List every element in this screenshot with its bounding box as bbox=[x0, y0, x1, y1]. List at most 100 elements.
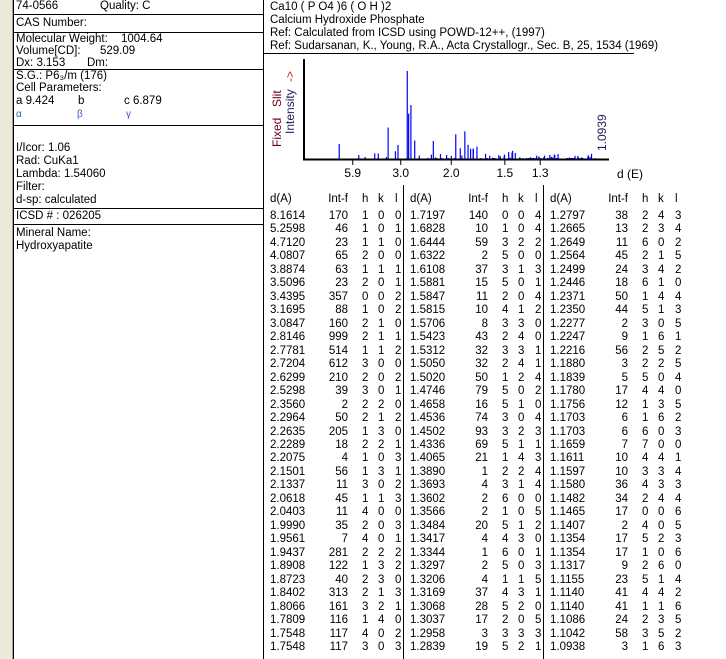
table-cell-intensity: 17 bbox=[475, 614, 488, 627]
column-header-h-index: h bbox=[502, 193, 509, 205]
experiment-section: I/Icor: 1.06 Rad: CuKa1 Lambda: 1.54060 … bbox=[14, 126, 263, 209]
ylabel-intensity: Intensity bbox=[283, 89, 297, 134]
table-cell-k-index: 2 bbox=[658, 358, 665, 371]
table-cell-intensity: 2 bbox=[481, 506, 488, 519]
table-cell-h-index: 1 bbox=[362, 263, 369, 276]
table-cell-d-spacing: 1.1140 bbox=[550, 600, 585, 613]
table-cell-l-index: 3 bbox=[395, 519, 402, 532]
cell-beta: β bbox=[77, 109, 83, 120]
table-cell-h-index: 2 bbox=[502, 331, 509, 344]
table-cell-d-spacing: 1.5050 bbox=[410, 358, 446, 371]
dm: Dm: bbox=[87, 57, 109, 69]
table-cell-h-index: 3 bbox=[502, 344, 509, 357]
table-cell-intensity: 5 bbox=[621, 371, 628, 384]
diffraction-pattern-chart: Fixed Slit Intensity -> 5.9 3.0 2.0 1.5 1.3 … bbox=[270, 59, 643, 181]
table-cell-l-index: 5 bbox=[675, 317, 682, 330]
column-header-intensity: Int-f bbox=[468, 193, 488, 205]
table-cell-k-index: 4 bbox=[658, 263, 665, 276]
table-cell-d-spacing: 1.1839 bbox=[550, 371, 586, 384]
table-cell-l-index: 6 bbox=[675, 600, 682, 613]
table-cell-h-index: 2 bbox=[502, 465, 509, 478]
table-cell-intensity: 10 bbox=[475, 223, 488, 236]
table-cell-h-index: 3 bbox=[642, 263, 649, 276]
table-cell-intensity: 65 bbox=[335, 250, 348, 263]
table-cell-d-spacing: 1.4336 bbox=[410, 438, 446, 451]
table-cell-l-index: 3 bbox=[675, 425, 682, 438]
table-cell-h-index: 0 bbox=[362, 290, 369, 303]
table-cell-k-index: 0 bbox=[518, 560, 525, 573]
x-tick-label: 1.3 bbox=[532, 166, 549, 180]
table-cell-h-index: 4 bbox=[362, 506, 369, 519]
table-cell-k-index: 2 bbox=[518, 641, 525, 654]
table-cell-k-index: 1 bbox=[518, 398, 525, 411]
table-cell-l-index: 1 bbox=[395, 533, 402, 546]
table-cell-intensity: 35 bbox=[335, 519, 348, 532]
table-cell-h-index: 4 bbox=[642, 587, 649, 600]
table-cell-h-index: 2 bbox=[502, 358, 509, 371]
table-cell-k-index: 1 bbox=[518, 304, 525, 317]
table-cell-d-spacing: 1.7548 bbox=[270, 627, 306, 640]
pdf-number: 74-0566 bbox=[16, 0, 59, 12]
table-cell-k-index: 1 bbox=[658, 573, 665, 586]
table-cell-l-index: 5 bbox=[675, 614, 682, 627]
table-cell-d-spacing: 1.1042 bbox=[550, 627, 586, 640]
cell-label: Cell Parameters: bbox=[16, 82, 102, 94]
table-cell-intensity: 357 bbox=[328, 290, 348, 303]
table-cell-intensity: 23 bbox=[615, 573, 628, 586]
table-cell-intensity: 16 bbox=[475, 398, 488, 411]
table-cell-l-index: 0 bbox=[395, 236, 402, 249]
table-cell-h-index: 2 bbox=[642, 223, 649, 236]
table-cell-d-spacing: 2.8146 bbox=[270, 331, 306, 344]
table-cell-d-spacing: 1.6108 bbox=[410, 263, 446, 276]
table-cell-h-index: 2 bbox=[362, 587, 369, 600]
table-cell-k-index: 1 bbox=[658, 277, 665, 290]
table-cell-l-index: 0 bbox=[675, 560, 682, 573]
table-cell-l-index: 6 bbox=[675, 506, 682, 519]
table-cell-intensity: 7 bbox=[341, 533, 348, 546]
table-cell-l-index: 1 bbox=[395, 600, 402, 613]
column-header-l-index: l bbox=[535, 193, 538, 205]
table-cell-d-spacing: 3.0847 bbox=[270, 317, 306, 330]
radiation: Rad: CuKa1 bbox=[16, 155, 79, 167]
table-cell-h-index: 7 bbox=[642, 438, 649, 451]
table-cell-intensity: 28 bbox=[475, 600, 488, 613]
table-cell-intensity: 4 bbox=[481, 479, 488, 492]
table-cell-intensity: 15 bbox=[475, 277, 488, 290]
column-header-d-spacing: d(A) bbox=[410, 193, 432, 205]
table-cell-k-index: 2 bbox=[518, 425, 525, 438]
table-cell-h-index: 3 bbox=[502, 317, 509, 330]
table-cell-intensity: 10 bbox=[615, 465, 628, 478]
table-cell-k-index: 0 bbox=[518, 506, 525, 519]
cas-section: CAS Number: bbox=[14, 15, 263, 33]
volume-label: Volume[CD]: bbox=[16, 45, 81, 57]
table-cell-h-index: 1 bbox=[362, 560, 369, 573]
table-cell-d-spacing: 1.9990 bbox=[270, 519, 306, 532]
table-cell-intensity: 11 bbox=[616, 236, 628, 249]
table-cell-d-spacing: 1.1482 bbox=[550, 492, 586, 505]
table-cell-k-index: 0 bbox=[518, 614, 525, 627]
cell-c: c 6.879 bbox=[124, 95, 162, 107]
table-cell-h-index: 2 bbox=[642, 210, 649, 222]
table-cell-k-index: 2 bbox=[518, 465, 525, 478]
column-divider bbox=[543, 185, 544, 659]
table-cell-k-index: 4 bbox=[518, 331, 525, 344]
table-cell-d-spacing: 1.2446 bbox=[550, 277, 586, 290]
column-header-d-spacing: d(A) bbox=[270, 193, 292, 205]
table-cell-d-spacing: 1.1703 bbox=[550, 425, 586, 438]
table-cell-k-index: 0 bbox=[378, 371, 385, 384]
table-cell-l-index: 1 bbox=[395, 385, 402, 398]
table-cell-h-index: 4 bbox=[502, 304, 509, 317]
table-cell-l-index: 2 bbox=[395, 304, 402, 317]
table-cell-k-index: 1 bbox=[518, 479, 525, 492]
table-cell-h-index: 4 bbox=[502, 533, 509, 546]
table-cell-k-index: 1 bbox=[378, 492, 385, 505]
table-cell-l-index: 0 bbox=[535, 331, 542, 344]
table-cell-h-index: 1 bbox=[362, 465, 369, 478]
table-cell-k-index: 0 bbox=[378, 250, 385, 263]
table-cell-h-index: 6 bbox=[642, 425, 649, 438]
table-cell-l-index: 5 bbox=[675, 250, 682, 263]
table-cell-l-index: 3 bbox=[395, 587, 402, 600]
table-cell-h-index: 1 bbox=[502, 371, 509, 384]
table-cell-k-index: 1 bbox=[378, 412, 385, 425]
filter: Filter: bbox=[16, 181, 45, 193]
